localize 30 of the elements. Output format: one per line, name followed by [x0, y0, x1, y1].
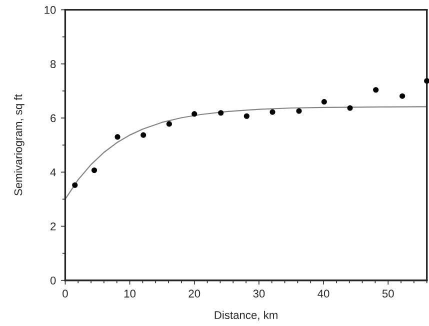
point	[321, 99, 327, 105]
y-axis-title: Semivariogram, sq ft	[14, 94, 24, 196]
point	[424, 78, 429, 84]
point	[347, 105, 353, 111]
line-series	[65, 106, 427, 200]
x-tick-label: 10	[124, 290, 136, 298]
point	[373, 87, 379, 93]
x-tick-label: 50	[382, 290, 394, 298]
point	[244, 113, 250, 119]
x-tick-label: 0	[62, 290, 68, 298]
point	[166, 121, 172, 127]
x-axis-title: Distance, km	[214, 310, 278, 320]
point	[91, 167, 98, 174]
y-tick-label: 8	[50, 60, 56, 68]
y-tick-label: 10	[44, 6, 56, 14]
x-tick-label: 40	[318, 290, 330, 298]
point	[218, 110, 224, 116]
y-tick-label: 2	[50, 222, 56, 230]
x-tick-label: 30	[253, 290, 265, 298]
y-tick-label: 4	[50, 168, 56, 176]
y-tick-label: 0	[50, 276, 56, 284]
point	[296, 108, 302, 114]
point	[114, 134, 120, 140]
point	[192, 111, 198, 117]
point	[140, 132, 146, 138]
x-tick-label: 20	[188, 290, 200, 298]
point	[400, 93, 406, 99]
y-tick-label: 6	[50, 114, 56, 122]
point	[270, 109, 276, 115]
point	[72, 182, 78, 188]
